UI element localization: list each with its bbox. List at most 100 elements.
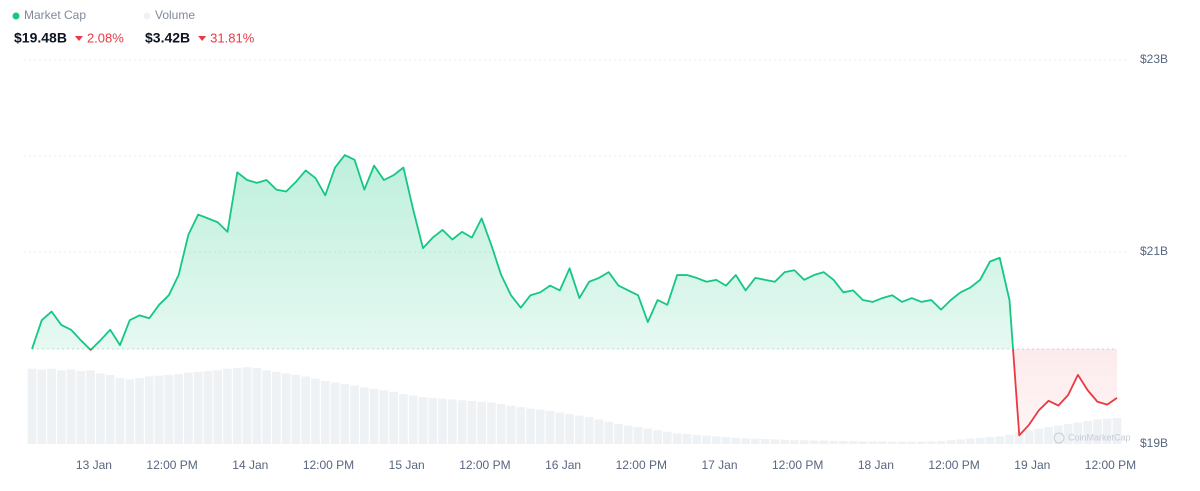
- volume-bar: [447, 399, 457, 444]
- volume-bar: [144, 376, 154, 444]
- volume-bar: [125, 379, 135, 444]
- x-tick-label: 17 Jan: [701, 458, 737, 472]
- volume-bar: [594, 419, 604, 444]
- x-tick-label: 15 Jan: [389, 458, 425, 472]
- x-tick-label: 19 Jan: [1014, 458, 1050, 472]
- volume-bar: [135, 377, 144, 444]
- volume-bar: [340, 384, 350, 444]
- volume-bar: [887, 441, 897, 444]
- volume-bar: [477, 401, 486, 444]
- volume-bar: [232, 367, 242, 444]
- volume-bar: [985, 437, 995, 444]
- volume-bar: [936, 440, 946, 444]
- volume-bar: [702, 435, 711, 444]
- volume-bar: [663, 431, 672, 444]
- volume-bar: [203, 371, 213, 444]
- volume-bar: [1014, 432, 1024, 444]
- volume-bar: [408, 395, 418, 444]
- volume-bar: [516, 407, 526, 444]
- volume-bar: [809, 440, 819, 444]
- x-tick-label: 12:00 PM: [303, 458, 354, 472]
- x-tick-label: 14 Jan: [232, 458, 268, 472]
- volume-bar: [291, 374, 301, 444]
- volume-bar: [975, 437, 985, 444]
- axes: $19B $21B $23B 13 Jan 12:00 PM 14 Jan 12:00 PM…: [76, 52, 1168, 472]
- volume-bar: [653, 430, 662, 444]
- volume-bar: [164, 374, 174, 444]
- x-tick-label: 12:00 PM: [616, 458, 667, 472]
- volume-bar: [193, 371, 203, 444]
- volume-bar: [428, 397, 438, 444]
- volume-bar: [115, 377, 125, 444]
- volume-bar: [555, 412, 565, 444]
- summary-value: $19.48B: [14, 30, 67, 46]
- watermark-logo: [1053, 432, 1065, 444]
- volume-bar: [301, 376, 311, 444]
- header: Market Cap $19.48B 2.08% Volume $3.42B 31.81%: [12, 8, 255, 46]
- x-tick-label: 18 Jan: [858, 458, 894, 472]
- volume-bar: [1005, 434, 1014, 444]
- line-up: [31, 154, 1014, 349]
- change-arrow: [74, 36, 83, 41]
- volume-bar: [467, 400, 477, 444]
- change-arrow: [198, 36, 207, 41]
- legend-label: Volume: [155, 8, 195, 22]
- volume-bar: [56, 370, 66, 444]
- volume-bar: [457, 400, 467, 444]
- volume-bar: [320, 381, 330, 444]
- volume-bar: [721, 437, 731, 444]
- volume-bar: [399, 394, 408, 444]
- volume-bar: [956, 439, 965, 444]
- volume-bar: [711, 436, 721, 444]
- volume-bar: [330, 382, 340, 444]
- volume-bar: [623, 425, 633, 444]
- line: [31, 154, 1118, 437]
- volume-bar: [1054, 425, 1063, 444]
- y-tick-label: $21B: [1140, 244, 1168, 258]
- volume-bar: [575, 415, 584, 444]
- y-tick-label: $19B: [1140, 436, 1168, 450]
- volume-bar: [604, 421, 614, 444]
- volume-bar: [799, 440, 809, 444]
- volume-bar: [213, 370, 223, 444]
- y-tick-label: $23B: [1140, 52, 1168, 66]
- volume-bar: [174, 374, 183, 444]
- volume-bar: [1083, 420, 1093, 444]
- volume-bar: [838, 440, 848, 444]
- volume-bar: [790, 440, 799, 444]
- x-tick-label: 12:00 PM: [459, 458, 510, 472]
- volume-bar: [242, 367, 252, 444]
- volume-bar: [848, 440, 858, 444]
- volume-bar: [66, 369, 76, 444]
- volume-bar: [926, 441, 936, 444]
- volume-bar: [750, 438, 760, 444]
- x-tick-label: 13 Jan: [76, 458, 112, 472]
- volume-bar: [770, 439, 780, 444]
- volume-bar: [1073, 422, 1083, 444]
- volume-bar: [760, 439, 770, 444]
- volume-bar: [633, 427, 643, 444]
- volume-bar: [819, 440, 829, 444]
- volume-bar: [741, 438, 750, 444]
- legend-dot: [12, 12, 20, 20]
- volume-bar: [369, 388, 379, 444]
- volume-bar: [643, 428, 653, 444]
- volume-bar: [506, 405, 516, 444]
- volume-bar: [897, 441, 907, 444]
- volume-bar: [565, 414, 574, 444]
- volume-bar: [858, 441, 868, 444]
- volume-bar: [731, 437, 741, 444]
- volume-bar: [389, 391, 399, 444]
- change-value: 31.81%: [210, 30, 255, 45]
- x-tick-label: 12:00 PM: [146, 458, 197, 472]
- volume-bar: [311, 378, 320, 444]
- volume-bar: [184, 372, 193, 444]
- volume-bar: [780, 439, 790, 444]
- volume-bar: [438, 398, 447, 444]
- volume-bar: [272, 371, 281, 444]
- volume-bar: [487, 402, 496, 444]
- x-tick-label: 12:00 PM: [772, 458, 823, 472]
- volume-bar: [1034, 428, 1044, 444]
- volume-bar: [614, 424, 623, 444]
